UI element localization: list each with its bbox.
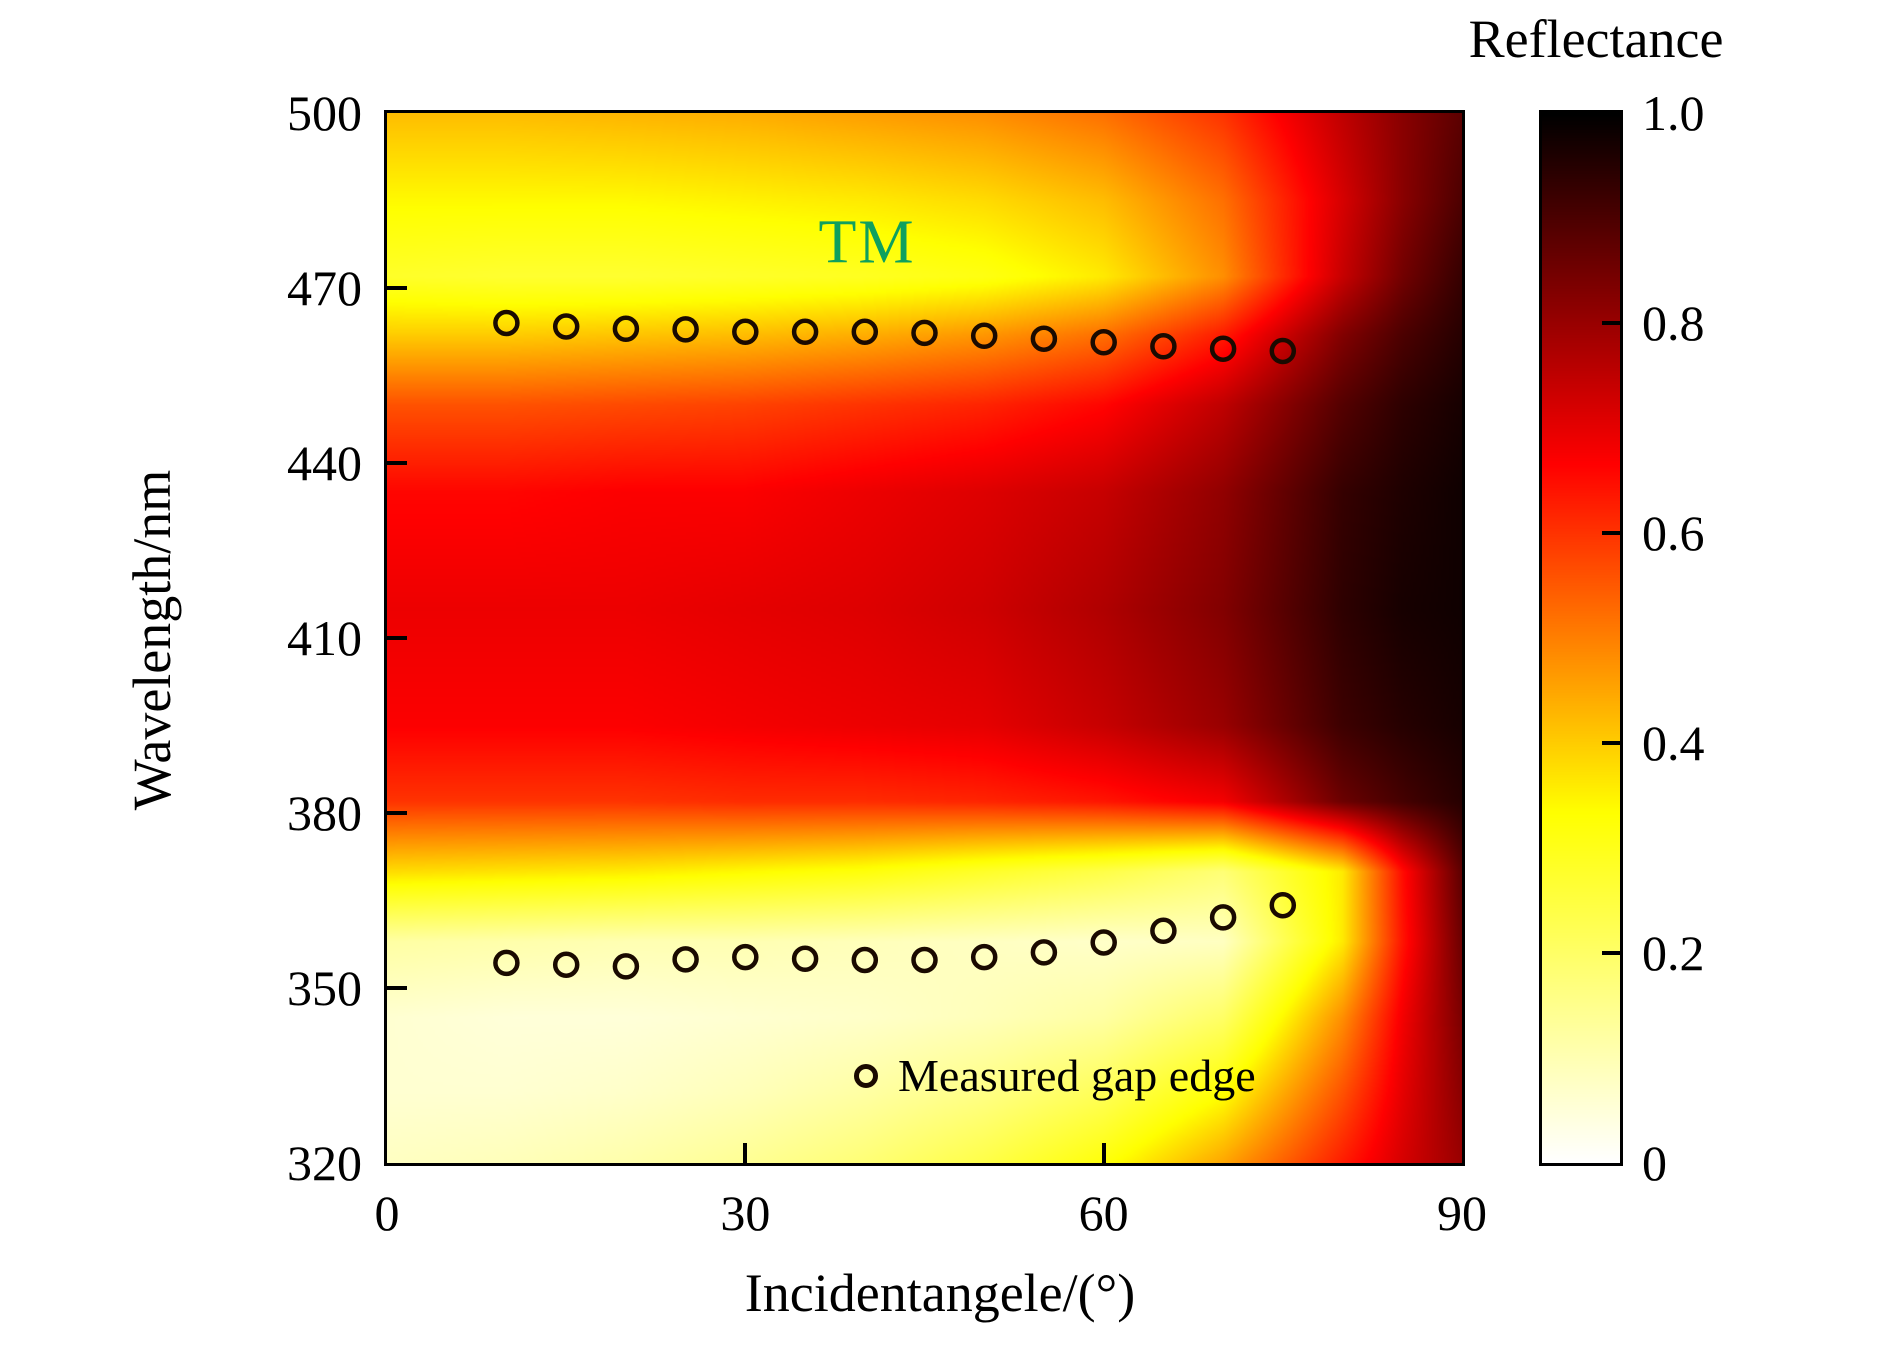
gap-edge-point <box>552 313 580 340</box>
gap-edge-point <box>970 943 998 971</box>
colorbar-tick-label-0.4: 0.4 <box>1642 715 1705 771</box>
gap-edge-point <box>672 946 699 973</box>
y-tick-label-440: 440 <box>287 435 362 491</box>
legend: Measured gap edge <box>854 1050 1256 1102</box>
gap-edge-point <box>791 318 819 346</box>
colorbar <box>1539 110 1623 1166</box>
x-tick-label-0: 0 <box>374 1185 400 1241</box>
colorbar-tick-0.6 <box>1602 531 1620 535</box>
gap-edge-point <box>791 945 819 973</box>
gap-edge-point <box>732 318 759 346</box>
colorbar-gradient <box>1542 113 1620 1163</box>
colorbar-tick-0.4 <box>1602 741 1620 745</box>
colorbar-tick-label-0: 0 <box>1642 1135 1667 1191</box>
y-tick-label-410: 410 <box>287 610 362 666</box>
gap-edge-point <box>732 943 759 971</box>
gap-edge-point <box>1030 939 1058 966</box>
y-tick-470 <box>387 286 407 290</box>
gap-edge-point <box>1090 329 1117 356</box>
y-tick-label-380: 380 <box>287 785 362 841</box>
x-axis-label: Incidentangele/(°) <box>744 1263 1136 1323</box>
y-tick-380 <box>387 811 407 815</box>
tm-mode-label: TM <box>818 208 916 277</box>
x-tick-30 <box>743 1143 748 1163</box>
legend-circle-marker <box>854 1064 878 1089</box>
colorbar-tick-label-1.0: 1.0 <box>1642 85 1705 141</box>
gap-edge-point <box>612 315 640 343</box>
x-tick-60 <box>1101 1143 1106 1163</box>
colorbar-tick-0.2 <box>1602 951 1620 955</box>
colorbar-tick-label-0.2: 0.2 <box>1642 925 1705 981</box>
y-tick-label-500: 500 <box>287 85 362 141</box>
gap-edge-point <box>911 946 938 974</box>
gap-edge-point <box>612 953 640 980</box>
gap-edge-point <box>1209 904 1237 931</box>
y-tick-440 <box>387 461 407 465</box>
gap-edge-point <box>672 316 699 343</box>
colorbar-tick-label-0.6: 0.6 <box>1642 505 1705 561</box>
heatmap-canvas <box>387 113 1462 1163</box>
colorbar-tick-label-0.8: 0.8 <box>1642 295 1705 351</box>
legend-label: Measured gap edge <box>898 1050 1256 1101</box>
gap-edge-point <box>552 951 580 978</box>
gap-edge-point <box>911 319 938 347</box>
plot-area: TM Measured gap edge <box>384 110 1465 1166</box>
gap-edge-point <box>1150 917 1177 945</box>
gap-edge-point <box>493 309 520 337</box>
gap-edge-point <box>851 946 879 974</box>
gap-edge-markers <box>493 309 1297 980</box>
x-tick-label-60: 60 <box>1078 1185 1129 1241</box>
y-tick-label-470: 470 <box>287 260 362 316</box>
gap-edge-point <box>1150 333 1177 360</box>
gap-edge-point <box>1209 335 1237 362</box>
y-tick-label-350: 350 <box>287 960 362 1016</box>
colorbar-tick-0.8 <box>1602 321 1620 325</box>
gap-edge-point <box>851 318 879 346</box>
y-tick-label-320: 320 <box>287 1135 362 1191</box>
y-tick-350 <box>387 986 407 990</box>
gap-edge-point <box>970 322 998 350</box>
gap-edge-point <box>1090 929 1117 956</box>
x-tick-label-30: 30 <box>720 1185 771 1241</box>
y-tick-410 <box>387 636 407 640</box>
gap-edge-point <box>1030 325 1058 352</box>
gap-edge-point <box>493 949 520 977</box>
colorbar-title: Reflectance <box>1468 9 1724 69</box>
gap-edge-point <box>1269 891 1297 919</box>
x-tick-label-90: 90 <box>1437 1185 1487 1241</box>
gap-edge-point <box>1269 337 1297 365</box>
